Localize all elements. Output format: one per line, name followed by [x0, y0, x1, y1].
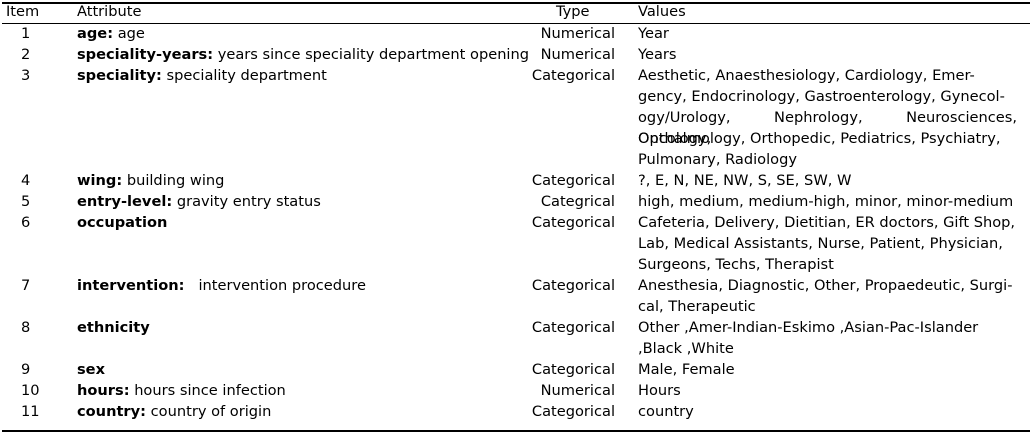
row-7-values-line-2: cal, Therapeutic [638, 298, 756, 315]
row-4-attribute-name: wing [77, 172, 117, 189]
row-7-attribute-name: intervention [77, 277, 179, 294]
row-8-item: 8 [21, 319, 31, 336]
row-6-attribute-name: occupation [77, 214, 168, 231]
row-11-type: Categorical [531, 403, 615, 420]
row-11-values: country [638, 403, 694, 420]
row-6-values-line-1: Cafeteria, Delivery, Dietitian, ER docto… [638, 214, 1016, 231]
row-11-attribute-desc: country of origin [150, 403, 272, 420]
row-3-item: 3 [21, 67, 31, 84]
row-2-attribute-desc: years since speciality department openin… [217, 46, 530, 63]
row-2-attribute: speciality-years: years since speciality… [77, 46, 530, 63]
table-header-rule [2, 23, 1030, 24]
row-1-item: 1 [21, 25, 31, 42]
row-7-values-line-1: Anesthesia, Diagnostic, Other, Propaedeu… [638, 277, 1013, 294]
header-values: Values [638, 3, 686, 20]
row-5-attribute-desc: gravity entry status [176, 193, 321, 210]
row-2-type: Numerical [540, 46, 615, 63]
row-1-values: Year [638, 25, 669, 42]
row-5-attribute-name: entry-level [77, 193, 167, 210]
row-2-item: 2 [21, 46, 31, 63]
row-4-item: 4 [21, 172, 31, 189]
row-3-values-line-4: Opthalmology, Orthopedic, Pediatrics, Ps… [638, 130, 1001, 147]
row-9-type: Categorical [531, 361, 615, 378]
row-3-attribute-desc: speciality department [166, 67, 327, 84]
row-11-attribute-name: country [77, 403, 141, 420]
row-3-values-line-5: Pulmonary, Radiology [638, 151, 797, 168]
row-7-attribute: intervention: intervention procedure [77, 277, 366, 294]
row-4-type: Categorical [531, 172, 615, 189]
row-10-attribute-desc: hours since infection [134, 382, 286, 399]
row-10-item: 10 [21, 382, 40, 399]
row-6-values-line-2: Lab, Medical Assistants, Nurse, Patient,… [638, 235, 1003, 252]
row-1-attribute: age: age [77, 25, 145, 42]
header-type: Type [556, 3, 590, 20]
row-4-attribute: wing: building wing [77, 172, 225, 189]
row-6-type: Categorical [531, 214, 615, 231]
row-11-item: 11 [21, 403, 40, 420]
header-attribute: Attribute [77, 3, 142, 20]
row-4-attribute-desc: building wing [126, 172, 225, 189]
row-6-values-line-3: Surgeons, Techs, Therapist [638, 256, 834, 273]
row-3-values-line-1: Aesthetic, Anaesthesiology, Cardiology, … [638, 67, 975, 84]
row-5-type: Categrical [540, 193, 615, 210]
row-8-type: Categorical [531, 319, 615, 336]
row-10-values: Hours [638, 382, 681, 399]
row-11-attribute: country: country of origin [77, 403, 272, 420]
row-5-attribute: entry-level: gravity entry status [77, 193, 321, 210]
row-3-type: Categorical [531, 67, 615, 84]
row-5-values: high, medium, medium-high, minor, minor-… [638, 193, 1014, 210]
row-3-attribute: speciality: speciality department [77, 67, 327, 84]
row-2-attribute-name: speciality-years [77, 46, 208, 63]
row-5-item: 5 [21, 193, 31, 210]
row-8-values-line-2: ,Black ,White [638, 340, 734, 357]
table-bottom-rule [2, 430, 1030, 432]
row-3-attribute-name: speciality [77, 67, 157, 84]
row-4-values: ?, E, N, NE, NW, S, SE, SW, W [638, 172, 852, 189]
row-6-item: 6 [21, 214, 31, 231]
row-7-type: Categorical [531, 277, 615, 294]
row-8-attribute-name: ethnicity [77, 319, 150, 336]
row-10-type: Numerical [540, 382, 615, 399]
row-2-values: Years [638, 46, 677, 63]
row-9-values: Male, Female [638, 361, 735, 378]
table-top-rule [2, 2, 1030, 4]
row-10-attribute-name: hours [77, 382, 124, 399]
row-9-attribute-name: sex [77, 361, 105, 378]
row-1-type: Numerical [540, 25, 615, 42]
row-7-item: 7 [21, 277, 31, 294]
row-3-values-line-2: gency, Endocrinology, Gastroenterology, … [638, 88, 1005, 105]
row-1-attribute-desc: age [117, 25, 145, 42]
header-item: Item [6, 3, 40, 20]
row-7-attribute-desc: intervention procedure [198, 277, 366, 294]
row-3-values-line-3: ogy/Urology, Nephrology, Neurosciences, … [638, 109, 1017, 147]
row-8-values-line-1: Other ,Amer-Indian-Eskimo ,Asian-Pac-Isl… [638, 319, 979, 336]
row-1-attribute-name: age [77, 25, 108, 42]
row-9-item: 9 [21, 361, 31, 378]
row-10-attribute: hours: hours since infection [77, 382, 286, 399]
